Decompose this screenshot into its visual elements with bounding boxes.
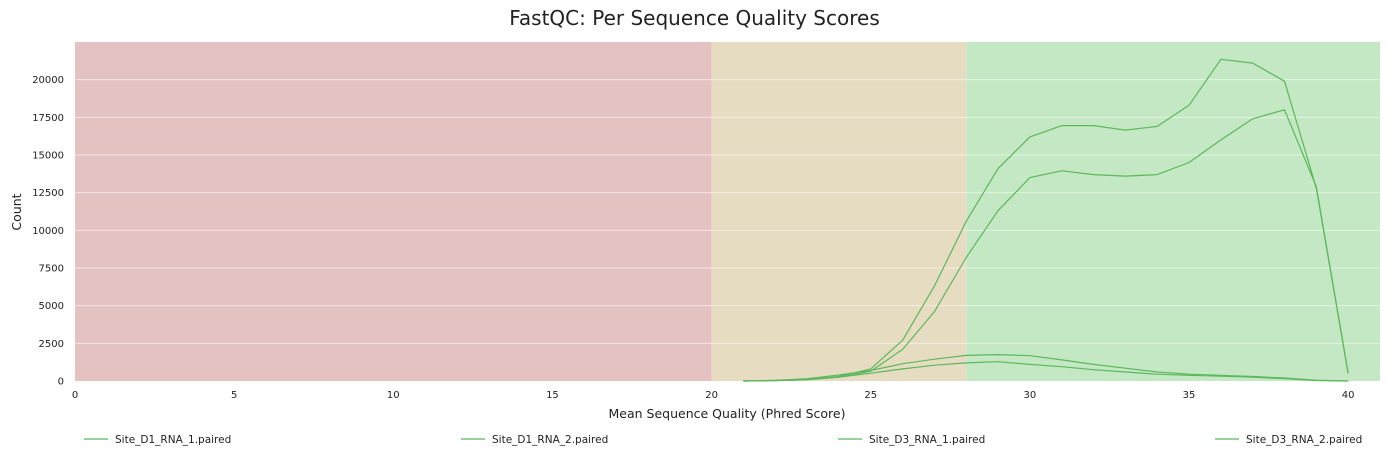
- series-line-1: [743, 58, 1349, 382]
- quality-band-1: [711, 42, 967, 381]
- y-tick-label: 12500: [32, 188, 64, 199]
- y-axis-ticks: 0 2500 5000 7500 10000 12500 15000 17500 20000: [32, 75, 64, 387]
- quality-bands: [75, 42, 1380, 381]
- y-tick-label: 7500: [39, 264, 64, 275]
- legend-label: Site_D3_RNA_2.paired: [1246, 434, 1362, 446]
- x-tick-label: 15: [546, 390, 559, 401]
- legend-label: Site_D1_RNA_1.paired: [115, 434, 231, 446]
- x-tick-label: 20: [705, 390, 718, 401]
- x-axis-ticks: 0 5 10 15 20 25 30 35 40: [72, 390, 1355, 401]
- y-tick-label: 0: [58, 377, 64, 388]
- x-tick-label: 5: [231, 390, 237, 401]
- y-tick-label: 20000: [32, 75, 64, 86]
- gridlines: [75, 79, 1380, 344]
- legend-label: Site_D1_RNA_2.paired: [492, 434, 608, 446]
- quality-band-0: [75, 42, 712, 381]
- x-tick-label: 10: [387, 390, 400, 401]
- x-tick-label: 30: [1024, 390, 1037, 401]
- quality-band-2: [966, 42, 1380, 381]
- x-tick-label: 0: [72, 390, 78, 401]
- y-tick-label: 5000: [39, 301, 64, 312]
- series-lines: [743, 58, 1349, 382]
- series-line-3: [743, 354, 1349, 382]
- chart-title: FastQC: Per Sequence Quality Scores: [509, 6, 880, 30]
- legend: Site_D1_RNA_1.paired Site_D1_RNA_2.paired…: [84, 434, 1362, 446]
- x-axis-label: Mean Sequence Quality (Phred Score): [609, 406, 846, 421]
- x-tick-label: 25: [864, 390, 877, 401]
- y-tick-label: 15000: [32, 151, 64, 162]
- y-tick-label: 17500: [32, 113, 64, 124]
- series-line-4: [743, 361, 1349, 382]
- legend-label: Site_D3_RNA_1.paired: [869, 434, 985, 446]
- y-tick-label: 2500: [39, 339, 64, 350]
- x-tick-label: 35: [1183, 390, 1196, 401]
- y-axis-label: Count: [9, 193, 24, 230]
- y-tick-label: 10000: [32, 226, 64, 237]
- x-tick-label: 40: [1342, 390, 1355, 401]
